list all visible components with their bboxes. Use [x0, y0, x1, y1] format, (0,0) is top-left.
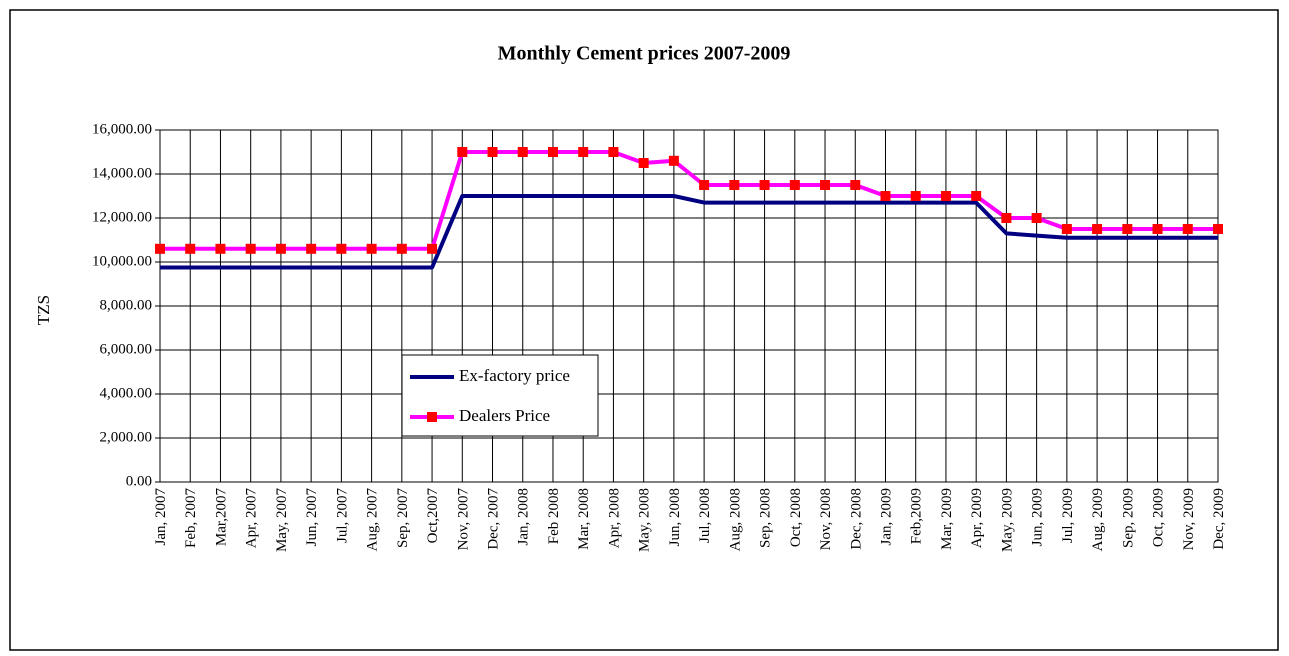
series-marker	[940, 191, 951, 201]
series-marker	[245, 243, 256, 254]
series-marker	[517, 147, 528, 157]
series-marker	[487, 147, 498, 157]
series-marker	[910, 191, 921, 201]
series-marker	[608, 147, 619, 157]
series-marker	[336, 243, 347, 254]
series-marker	[578, 147, 589, 157]
x-tick-label: Feb 2008	[546, 488, 562, 544]
series-marker	[850, 180, 861, 190]
series-marker	[275, 243, 286, 254]
x-tick-label: May, 2009	[999, 488, 1015, 552]
y-tick-label: 10,000.00	[92, 253, 152, 269]
y-tick-label: 4,000.00	[100, 385, 153, 401]
series-marker	[306, 243, 317, 254]
series-marker	[366, 243, 377, 254]
y-tick-label: 6,000.00	[100, 341, 153, 357]
series-line	[160, 194, 1218, 270]
x-tick-label: Jan, 2008	[516, 488, 532, 546]
series-marker	[759, 180, 770, 190]
series-marker	[880, 191, 891, 201]
series-marker	[396, 243, 407, 254]
x-tick-label: Aug, 2007	[365, 488, 381, 552]
x-tick-label: Nov, 2008	[818, 488, 834, 550]
x-tick-label: Feb, 2007	[183, 488, 199, 549]
x-tick-label: Sep, 2009	[1120, 488, 1136, 548]
series-marker	[789, 180, 800, 190]
series-marker	[427, 243, 438, 254]
x-tick-label: Sep, 2007	[395, 488, 411, 549]
x-tick-label: Nov, 2007	[455, 488, 471, 551]
series-marker	[699, 180, 710, 190]
x-tick-label: Jul, 2007	[334, 488, 350, 544]
series-marker	[215, 243, 226, 254]
x-tick-label: Jun, 2007	[304, 488, 320, 547]
y-tick-label: 2,000.00	[100, 429, 153, 445]
series-marker	[185, 243, 196, 254]
x-tick-label: Jan, 2007	[153, 488, 169, 546]
x-tick-label: Sep, 2008	[758, 488, 774, 548]
chart-title: Monthly Cement prices 2007-2009	[498, 43, 791, 65]
series-marker	[729, 180, 740, 190]
x-tick-label: May, 2008	[637, 488, 653, 552]
x-tick-label: Jun, 2008	[667, 488, 683, 546]
x-tick-label: Oct, 2009	[1151, 488, 1167, 547]
x-tick-label: Jun, 2009	[1030, 488, 1046, 546]
series-marker	[1001, 213, 1012, 223]
series-marker	[155, 243, 165, 254]
series-marker	[638, 158, 649, 168]
series-marker	[1061, 224, 1072, 234]
legend-marker	[427, 412, 437, 422]
y-tick-label: 14,000.00	[92, 165, 152, 181]
x-tick-label: Aug, 2009	[1090, 488, 1106, 551]
legend-box	[401, 354, 599, 437]
series-marker	[1031, 213, 1042, 223]
x-tick-label: May, 2007	[274, 488, 290, 553]
x-tick-label: Apr, 2008	[606, 488, 622, 548]
x-tick-label: Apr, 2007	[244, 488, 260, 549]
series-marker	[1122, 224, 1133, 234]
y-tick-label: 0.00	[126, 473, 152, 489]
x-tick-label: Jul, 2009	[1060, 488, 1076, 543]
x-tick-label: Nov, 2009	[1181, 488, 1197, 550]
x-tick-label: Feb,2009	[909, 488, 925, 544]
series-marker	[547, 147, 558, 157]
series-marker	[1092, 224, 1103, 234]
y-tick-label: 12,000.00	[92, 209, 152, 225]
x-tick-label: Mar, 2008	[576, 488, 592, 550]
series-line	[160, 150, 1218, 251]
series-marker	[820, 180, 831, 190]
x-tick-label: Oct, 2008	[788, 488, 804, 547]
series-marker	[668, 155, 679, 166]
x-tick-label: Dec, 2009	[1211, 488, 1227, 550]
x-tick-label: Apr, 2009	[969, 488, 985, 548]
series-marker	[457, 147, 468, 157]
series-marker	[971, 191, 982, 201]
series-marker	[1152, 224, 1163, 234]
x-tick-label: Jul, 2008	[697, 488, 713, 543]
x-tick-label: Dec, 2008	[848, 488, 864, 550]
x-tick-label: Jan, 2009	[878, 488, 894, 546]
x-tick-label: Oct,2007	[425, 488, 441, 544]
series-marker	[1182, 224, 1193, 234]
legend-label: Ex-factory price	[459, 366, 570, 385]
series-marker	[1213, 224, 1223, 234]
legend-label: Dealers Price	[459, 406, 550, 425]
x-tick-label: Mar, 2009	[939, 488, 955, 550]
y-axis-label: TZS	[34, 295, 53, 325]
y-tick-label: 8,000.00	[100, 297, 153, 313]
x-tick-label: Dec, 2007	[486, 488, 502, 550]
x-tick-label: Mar,2007	[213, 488, 229, 547]
x-tick-label: Aug, 2008	[727, 488, 743, 551]
y-tick-label: 16,000.00	[92, 121, 152, 137]
